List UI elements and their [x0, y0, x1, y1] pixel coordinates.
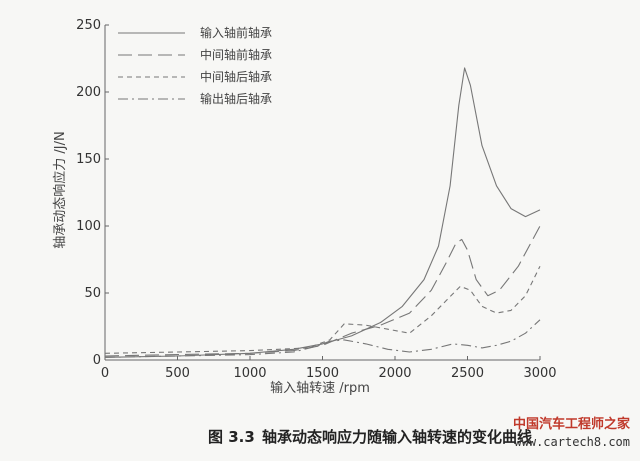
y-axis-label: 轴承动态响应力 /J/N	[52, 131, 68, 248]
legend-label: 输入轴前轴承	[200, 25, 272, 40]
series-line-3	[104, 265, 541, 354]
figure-number: 图 3.3	[208, 428, 255, 446]
series-line-4	[104, 319, 541, 358]
y-tick-label: 200	[76, 85, 101, 100]
x-axis-label: 输入轴转速 /rpm	[270, 380, 370, 396]
series-line-2	[104, 225, 541, 357]
x-tick-label: 2000	[378, 366, 411, 381]
x-tick-label: 1500	[306, 366, 339, 381]
y-tick-label: 150	[76, 152, 101, 167]
x-tick-label: 2500	[451, 366, 484, 381]
legend-label: 输出轴后轴承	[200, 91, 272, 106]
figure-caption: 轴承动态响应力随输入轴转速的变化曲线	[262, 428, 532, 446]
watermark-logo-text: 中国汽车工程师之家	[513, 416, 631, 432]
legend-label: 中间轴后轴承	[200, 69, 272, 84]
x-tick-label: 500	[165, 366, 190, 381]
y-tick-label: 250	[76, 18, 101, 33]
y-tick-label: 100	[76, 219, 101, 234]
y-tick-label: 50	[84, 286, 101, 301]
watermark-url: www.cartech8.com	[514, 435, 630, 449]
legend-label: 中间轴前轴承	[200, 47, 272, 62]
y-tick-label: 0	[93, 353, 101, 368]
x-tick-label: 0	[101, 366, 109, 381]
x-tick-label: 1000	[233, 366, 266, 381]
x-tick-label: 3000	[523, 366, 556, 381]
series-line-1	[104, 67, 541, 358]
series-lines	[104, 67, 541, 358]
